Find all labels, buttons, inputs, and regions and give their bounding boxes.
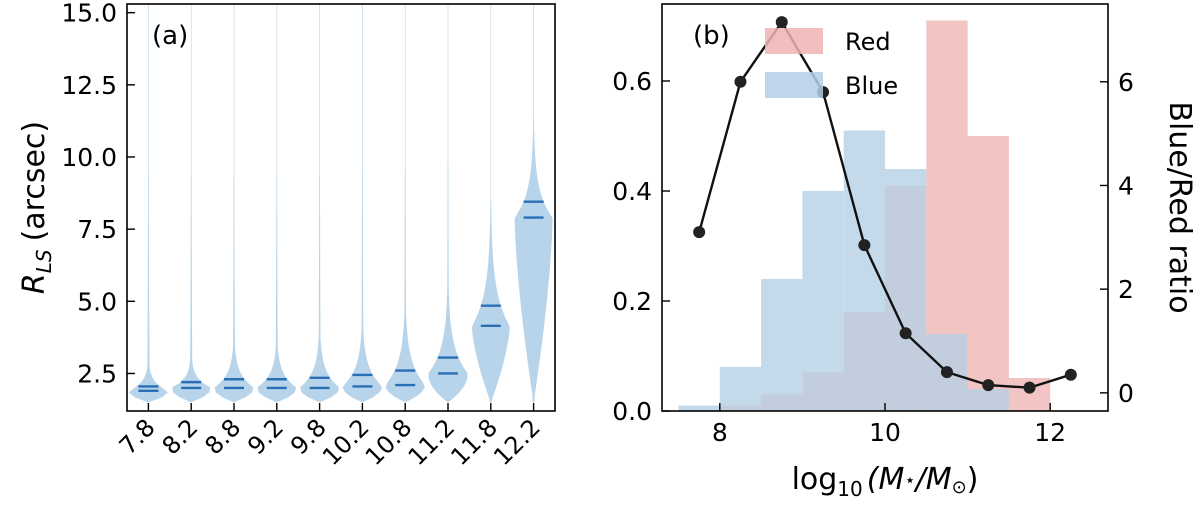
violin-8.8 — [214, 4, 254, 403]
bar-red-7 — [967, 136, 1009, 411]
ratio-point — [899, 327, 912, 340]
y-tick-label: 7.5 — [77, 215, 117, 244]
x-tick-label-b: 10 — [869, 418, 901, 447]
legend-swatch-blue — [765, 72, 823, 98]
x-tick-label: 10.8 — [360, 413, 418, 471]
bar-blue-1 — [719, 367, 762, 411]
x-tick-label-b: 8 — [712, 418, 728, 447]
right-y-tick-label: 4 — [1118, 171, 1134, 200]
x-label-sub: 10 — [837, 477, 862, 501]
bar-blue-2 — [761, 279, 803, 411]
bar-blue-7 — [967, 389, 1009, 411]
violin-11.2 — [428, 4, 468, 403]
ratio-point — [1064, 368, 1077, 381]
x-tick-label: 8.8 — [199, 413, 246, 460]
x-label-star: ⋆ — [904, 470, 915, 491]
x-axis-label: log10 (M⋆/M⊙) — [792, 462, 979, 501]
bar-blue-4 — [843, 130, 885, 411]
y-label-unit: (arcsec) — [17, 121, 52, 242]
ratio-point — [734, 75, 747, 88]
y-axis-ticks: 2.5 5.0 7.5 10.0 12.5 15.0 — [61, 0, 135, 388]
x-tick-label-b: 12 — [1034, 418, 1066, 447]
y-label-sub: LS — [32, 249, 56, 273]
legend-label-red: Red — [845, 28, 891, 56]
x-axis-ticks: 7.88.28.89.29.810.210.811.211.812.2 — [114, 403, 546, 471]
right-y-tick-label: 6 — [1118, 68, 1134, 97]
y-tick-label: 15.0 — [61, 0, 117, 28]
violin-12.2 — [514, 4, 553, 403]
x-label-end: ) — [967, 462, 979, 497]
panel-a: 2.5 5.0 7.5 10.0 12.5 15.0 7.88.28.89.29.810.… — [17, 0, 556, 471]
ratio-line — [698, 19, 1072, 389]
legend: Red Blue — [765, 28, 898, 100]
ratio-point — [982, 379, 995, 392]
ratio-point — [775, 16, 788, 29]
ratio-point — [693, 226, 706, 239]
violin-10.8 — [385, 4, 425, 403]
x-tick-label: 11.8 — [445, 413, 503, 471]
x-label-mid: /M — [913, 462, 952, 497]
y-tick-label: 12.5 — [61, 71, 117, 100]
violin-7.8 — [128, 4, 168, 403]
x-tick-label: 7.8 — [114, 413, 161, 460]
legend-label-blue: Blue — [845, 72, 898, 100]
right-y-axis-label: Blue/Red ratio — [1162, 101, 1197, 313]
x-tick-label: 12.2 — [488, 413, 546, 471]
violin-lines-group — [138, 200, 544, 392]
x-tick-label: 10.2 — [317, 413, 375, 471]
y-axis-label: RLS (arcsec) — [17, 121, 56, 294]
ratio-point — [940, 366, 953, 379]
right-y-axis-ticks: 0 2 4 6 — [1100, 68, 1134, 408]
left-y-axis-ticks: 0.0 0.2 0.4 0.6 — [612, 67, 670, 426]
violin-11.8 — [471, 4, 510, 403]
bar-blue-5 — [885, 169, 927, 411]
y-tick-label: 10.0 — [61, 143, 117, 172]
left-y-tick-label: 0.6 — [612, 67, 652, 96]
legend-swatch-red — [765, 28, 823, 54]
panel-a-frame — [126, 3, 556, 412]
y-tick-label: 5.0 — [77, 287, 117, 316]
violin-9.8 — [300, 4, 339, 403]
violin-9.2 — [257, 4, 297, 403]
x-tick-label: 8.2 — [157, 413, 204, 460]
right-y-tick-label: 0 — [1118, 379, 1134, 408]
y-label-main: R — [17, 273, 52, 294]
bar-blue-0 — [678, 405, 720, 411]
bar-blue-3 — [802, 191, 844, 411]
ratio-point — [1023, 381, 1036, 394]
right-y-tick-label: 2 — [1118, 275, 1134, 304]
x-axis-ticks-b: 8 10 12 — [712, 403, 1066, 447]
panel-label-a: (a) — [152, 21, 188, 51]
x-tick-label: 9.2 — [242, 413, 289, 460]
x-label-main: log — [792, 462, 838, 497]
left-y-tick-label: 0.4 — [612, 177, 652, 206]
panel-label-b: (b) — [693, 21, 730, 51]
left-y-tick-label: 0.0 — [612, 397, 652, 426]
violin-8.2 — [172, 4, 211, 403]
violin-10.2 — [342, 4, 383, 403]
left-y-tick-label: 0.2 — [612, 287, 652, 316]
histogram-bars — [678, 20, 1051, 411]
y-tick-label: 2.5 — [77, 359, 117, 388]
x-tick-label: 11.2 — [403, 413, 461, 471]
ratio-point — [858, 239, 871, 252]
violins-group — [128, 4, 553, 403]
x-label-rest: (M — [867, 462, 905, 497]
x-label-sun: ⊙ — [952, 477, 967, 498]
